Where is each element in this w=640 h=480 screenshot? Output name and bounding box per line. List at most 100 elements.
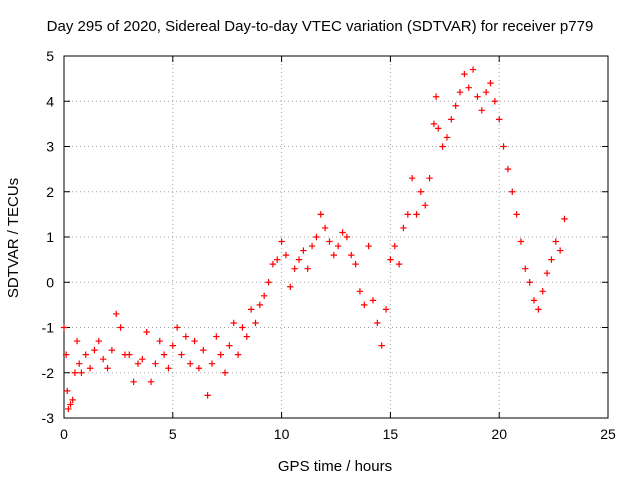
- data-point: [339, 229, 346, 236]
- data-point: [408, 174, 416, 182]
- data-point: [413, 211, 420, 218]
- data-point: [60, 324, 68, 331]
- data-point: [448, 116, 455, 123]
- data-point: [552, 238, 559, 245]
- data-point: [456, 89, 464, 96]
- data-point: [435, 125, 442, 132]
- data-point: [239, 324, 246, 331]
- data-point: [295, 256, 303, 263]
- data-point: [356, 288, 364, 295]
- data-point: [173, 324, 181, 331]
- data-point: [62, 351, 70, 358]
- data-point: [195, 365, 203, 372]
- data-point: [513, 211, 520, 218]
- data-point: [361, 301, 368, 309]
- data-point: [461, 70, 468, 78]
- data-point: [260, 292, 268, 300]
- x-tick-label: 20: [491, 426, 507, 442]
- data-point: [548, 256, 555, 263]
- data-point: [330, 251, 338, 259]
- data-point: [326, 238, 333, 245]
- data-point: [430, 120, 438, 128]
- data-point: [282, 251, 290, 259]
- data-point: [287, 283, 294, 290]
- data-point: [487, 79, 494, 87]
- y-axis-label: SDTVAR / TECUs: [5, 178, 22, 298]
- data-point: [91, 346, 98, 354]
- data-point: [496, 116, 503, 123]
- data-point: [256, 301, 264, 309]
- data-point: [130, 378, 137, 385]
- data-point: [108, 346, 116, 354]
- data-point: [374, 319, 381, 327]
- data-point: [265, 279, 272, 286]
- data-point: [352, 260, 359, 268]
- data-point: [165, 365, 172, 372]
- data-point: [317, 211, 324, 218]
- data-point: [217, 351, 224, 358]
- data-point: [348, 251, 355, 259]
- data-point: [543, 270, 551, 277]
- data-point: [509, 188, 516, 195]
- data-point: [465, 84, 472, 91]
- data-point: [300, 247, 307, 254]
- data-point: [156, 337, 163, 345]
- data-point: [73, 337, 81, 345]
- data-point: [400, 224, 407, 232]
- y-tick-label: 1: [46, 229, 54, 245]
- x-axis-label: GPS time / hours: [278, 458, 392, 475]
- data-point: [491, 98, 499, 105]
- data-point: [561, 215, 568, 223]
- data-point: [432, 93, 440, 100]
- data-point: [382, 306, 390, 313]
- data-point: [208, 360, 216, 367]
- data-point: [126, 351, 133, 358]
- data-point: [69, 396, 76, 404]
- x-tick-label: 10: [274, 426, 290, 442]
- y-tick-label: -1: [42, 320, 55, 336]
- data-point: [291, 265, 298, 272]
- data-point: [147, 378, 155, 385]
- chart-title: Day 295 of 2020, Sidereal Day-to-day VTE…: [47, 18, 594, 35]
- data-point: [426, 174, 433, 182]
- data-point: [504, 165, 512, 173]
- data-point: [387, 256, 394, 263]
- data-point: [365, 242, 372, 250]
- data-point: [274, 256, 281, 263]
- data-point: [213, 333, 220, 340]
- x-tick-label: 5: [169, 426, 177, 442]
- data-point: [417, 188, 425, 195]
- y-tick-label: -2: [42, 365, 55, 381]
- data-point: [369, 297, 377, 304]
- data-point: [474, 93, 481, 100]
- y-tick-label: 4: [46, 93, 54, 109]
- data-point: [78, 369, 85, 376]
- data-point: [134, 360, 142, 367]
- data-point: [556, 247, 564, 254]
- data-point: [86, 365, 94, 372]
- y-tick-label: -3: [42, 410, 55, 426]
- data-point: [187, 360, 194, 367]
- data-point: [99, 355, 107, 363]
- data-point: [278, 238, 285, 245]
- data-point: [65, 405, 72, 413]
- data-point: [452, 102, 459, 109]
- data-point: [139, 355, 146, 363]
- data-point: [200, 346, 207, 354]
- data-point: [143, 328, 150, 336]
- data-point: [308, 242, 316, 250]
- data-point: [230, 319, 237, 327]
- data-point: [204, 392, 211, 399]
- data-point: [304, 265, 311, 272]
- y-tick-label: 2: [46, 184, 54, 200]
- y-tick-label: 5: [46, 48, 54, 64]
- data-point: [64, 387, 71, 395]
- data-point: [71, 369, 79, 376]
- x-tick-label: 15: [383, 426, 399, 442]
- data-point: [443, 134, 451, 141]
- data-point: [482, 89, 490, 96]
- y-tick-label: 0: [46, 274, 54, 290]
- data-point: [152, 360, 159, 367]
- data-point: [478, 107, 485, 114]
